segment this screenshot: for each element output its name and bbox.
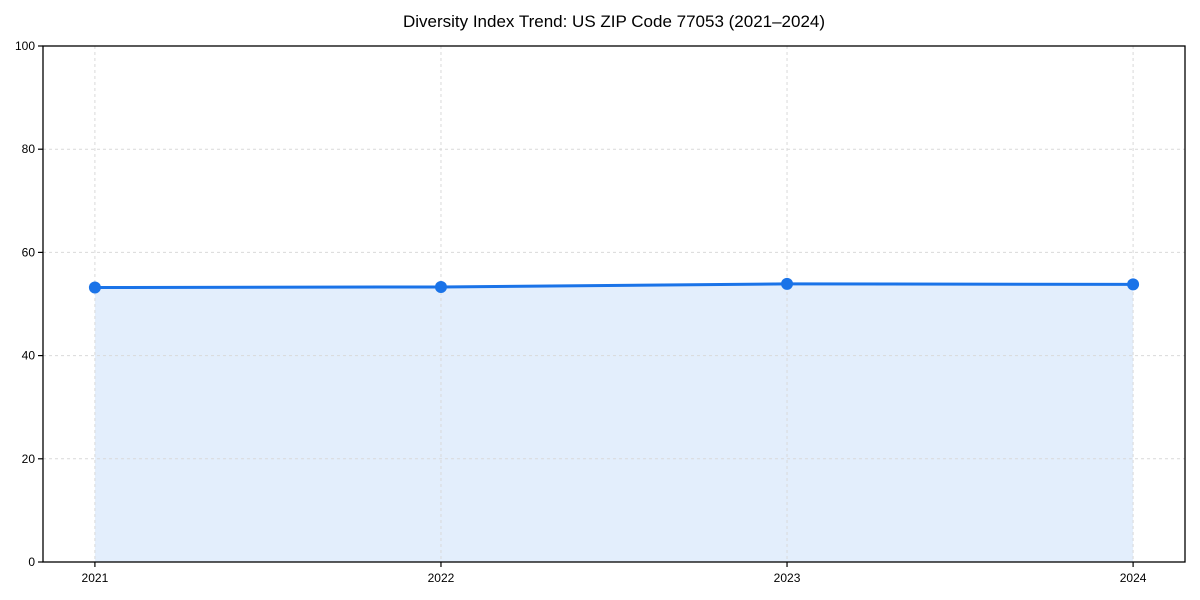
data-point-marker [781, 277, 794, 290]
series-line [93, 282, 1135, 289]
y-tick-label: 100 [15, 39, 35, 53]
data-point-marker [1127, 278, 1140, 291]
x-tick-label: 2023 [774, 571, 801, 585]
x-tick-label: 2022 [428, 571, 455, 585]
chart-title: Diversity Index Trend: US ZIP Code 77053… [402, 12, 826, 31]
y-tick-label: 80 [22, 142, 36, 156]
data-point-marker [88, 281, 101, 294]
y-tick-label: 60 [22, 245, 36, 259]
plot-border [42, 45, 1186, 563]
y-tick-label: 20 [22, 452, 36, 466]
x-tick-label: 2021 [82, 571, 109, 585]
x-tick-label: 2024 [1120, 571, 1147, 585]
y-tick-label: 40 [22, 349, 36, 363]
series-area [94, 283, 1134, 562]
data-point-marker [434, 280, 447, 293]
y-tick-label: 0 [28, 555, 35, 569]
